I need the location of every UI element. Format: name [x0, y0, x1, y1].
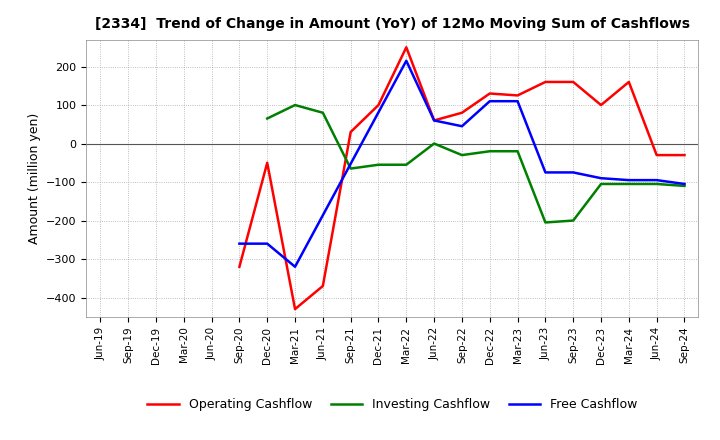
Operating Cashflow	[680, 152, 689, 158]
Investing Cashflow	[597, 181, 606, 187]
Investing Cashflow	[569, 218, 577, 223]
Investing Cashflow	[652, 181, 661, 187]
Investing Cashflow	[458, 152, 467, 158]
Investing Cashflow	[430, 141, 438, 146]
Operating Cashflow	[624, 79, 633, 84]
Investing Cashflow	[402, 162, 410, 167]
Operating Cashflow	[597, 103, 606, 108]
Investing Cashflow	[318, 110, 327, 115]
Free Cashflow	[263, 241, 271, 246]
Investing Cashflow	[374, 162, 383, 167]
Operating Cashflow	[430, 118, 438, 123]
Title: [2334]  Trend of Change in Amount (YoY) of 12Mo Moving Sum of Cashflows: [2334] Trend of Change in Amount (YoY) o…	[95, 18, 690, 32]
Free Cashflow	[624, 177, 633, 183]
Operating Cashflow	[263, 160, 271, 165]
Investing Cashflow	[263, 116, 271, 121]
Investing Cashflow	[541, 220, 550, 225]
Operating Cashflow	[374, 103, 383, 108]
Operating Cashflow	[318, 283, 327, 289]
Free Cashflow	[458, 124, 467, 129]
Investing Cashflow	[680, 183, 689, 188]
Line: Free Cashflow: Free Cashflow	[239, 61, 685, 267]
Operating Cashflow	[458, 110, 467, 115]
Free Cashflow	[569, 170, 577, 175]
Operating Cashflow	[541, 79, 550, 84]
Operating Cashflow	[346, 129, 355, 135]
Free Cashflow	[485, 99, 494, 104]
Investing Cashflow	[291, 103, 300, 108]
Free Cashflow	[680, 181, 689, 187]
Free Cashflow	[513, 99, 522, 104]
Operating Cashflow	[485, 91, 494, 96]
Operating Cashflow	[513, 93, 522, 98]
Free Cashflow	[291, 264, 300, 269]
Operating Cashflow	[402, 44, 410, 50]
Y-axis label: Amount (million yen): Amount (million yen)	[27, 113, 40, 244]
Operating Cashflow	[291, 306, 300, 312]
Investing Cashflow	[346, 166, 355, 171]
Line: Investing Cashflow: Investing Cashflow	[267, 105, 685, 223]
Investing Cashflow	[624, 181, 633, 187]
Investing Cashflow	[513, 149, 522, 154]
Free Cashflow	[430, 118, 438, 123]
Free Cashflow	[597, 176, 606, 181]
Free Cashflow	[541, 170, 550, 175]
Operating Cashflow	[652, 152, 661, 158]
Free Cashflow	[402, 58, 410, 63]
Operating Cashflow	[569, 79, 577, 84]
Investing Cashflow	[485, 149, 494, 154]
Free Cashflow	[235, 241, 243, 246]
Free Cashflow	[652, 177, 661, 183]
Legend: Operating Cashflow, Investing Cashflow, Free Cashflow: Operating Cashflow, Investing Cashflow, …	[143, 393, 642, 416]
Operating Cashflow	[235, 264, 243, 269]
Line: Operating Cashflow: Operating Cashflow	[239, 47, 685, 309]
